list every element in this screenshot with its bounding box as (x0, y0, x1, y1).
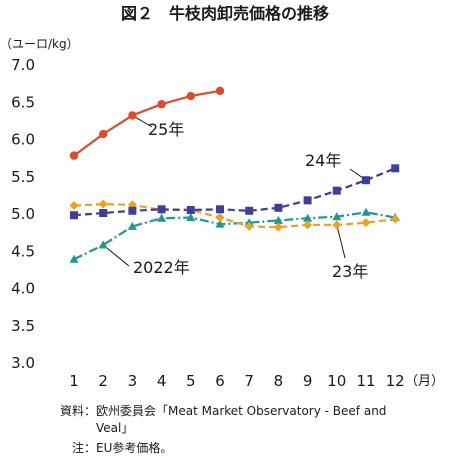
series-markers (69, 86, 400, 263)
y-unit-label: （ユーロ/kg） (0, 37, 79, 51)
series-line-2022 (73, 211, 396, 261)
x-tick-label: 2 (98, 372, 108, 390)
data-point-25 (157, 100, 166, 109)
x-tick-label: 3 (128, 372, 138, 390)
x-axis-ticks: 1 2 3 4 5 6 7 8 9 10 11 12 (69, 372, 405, 390)
note-line: 注：EU参考価格。 (72, 441, 173, 455)
y-tick-label: 6.0 (11, 131, 35, 149)
leader-line-23 (336, 224, 346, 259)
data-point-23 (273, 222, 283, 232)
series-label-2022: 2022年 (133, 258, 190, 277)
series-line-24 (73, 167, 396, 217)
data-point-2022 (98, 240, 108, 249)
data-point-24 (274, 203, 283, 212)
series-labels: 2022年 23年 24年 25年 (133, 120, 368, 281)
x-unit-label: （月） (405, 374, 444, 389)
data-point-24 (332, 186, 341, 195)
x-tick-label: 6 (215, 372, 225, 390)
y-tick-label: 5.5 (11, 168, 35, 186)
series-line-25 (73, 89, 221, 157)
x-tick-label: 8 (274, 372, 284, 390)
data-point-24 (70, 211, 78, 220)
series-line-23 (73, 203, 396, 229)
data-point-23 (215, 212, 225, 222)
x-tick-label: 12 (386, 372, 405, 390)
data-point-24 (99, 209, 108, 217)
data-point-23 (303, 220, 313, 230)
y-tick-label: 4.0 (11, 280, 35, 298)
data-point-24 (186, 206, 195, 215)
data-point-2022 (157, 213, 167, 222)
y-tick-label: 3.0 (11, 354, 35, 372)
x-tick-label: 1 (69, 372, 79, 390)
series-lines (73, 89, 396, 261)
source-line-1: 資料：欧州委員会「Meat Market Observatory - Beef … (60, 404, 387, 418)
data-point-23 (361, 218, 371, 228)
data-point-23 (98, 199, 108, 209)
data-point-24 (245, 206, 254, 215)
data-point-2022 (186, 212, 196, 221)
x-tick-label: 5 (186, 372, 196, 390)
data-point-24 (391, 164, 400, 173)
data-point-2022 (273, 215, 283, 224)
data-point-2022 (303, 213, 313, 222)
x-tick-label: 7 (244, 372, 254, 390)
data-point-2022 (69, 254, 79, 263)
x-tick-label: 10 (327, 372, 346, 390)
data-point-24 (216, 205, 224, 214)
data-point-23 (69, 201, 79, 211)
y-tick-label: 3.5 (11, 317, 35, 335)
data-point-2022 (361, 207, 371, 216)
data-point-25 (69, 151, 79, 160)
series-label-24: 24年 (305, 151, 341, 170)
label-leaders (102, 114, 367, 267)
y-tick-label: 4.5 (11, 242, 35, 260)
data-point-23 (390, 214, 400, 224)
source-line-2: Veal」 (96, 421, 134, 435)
data-point-24 (362, 176, 370, 185)
y-tick-label: 6.5 (11, 93, 35, 111)
data-point-25 (128, 111, 137, 120)
series-label-23: 23年 (332, 262, 368, 281)
data-point-2022 (332, 212, 342, 221)
x-tick-label: 4 (157, 372, 167, 390)
data-point-23 (332, 220, 342, 230)
data-point-24 (157, 205, 166, 214)
data-point-24 (303, 196, 312, 205)
data-point-2022 (127, 221, 137, 230)
data-point-25 (186, 91, 195, 101)
y-axis-ticks: 3.0 3.5 4.0 4.5 5.0 5.5 6.0 6.5 7.0 (11, 56, 35, 372)
x-tick-label: 9 (303, 372, 313, 390)
x-tick-label: 11 (356, 372, 375, 390)
y-tick-label: 5.0 (11, 205, 35, 223)
data-point-24 (128, 206, 137, 215)
data-point-25 (99, 129, 108, 139)
data-point-25 (215, 86, 225, 96)
chart-title: 図２ 牛枝肉卸売価格の推移 (121, 4, 329, 23)
data-point-2022 (215, 219, 225, 228)
y-tick-label: 7.0 (11, 56, 35, 74)
series-label-25: 25年 (148, 120, 184, 139)
data-point-23 (244, 221, 254, 231)
